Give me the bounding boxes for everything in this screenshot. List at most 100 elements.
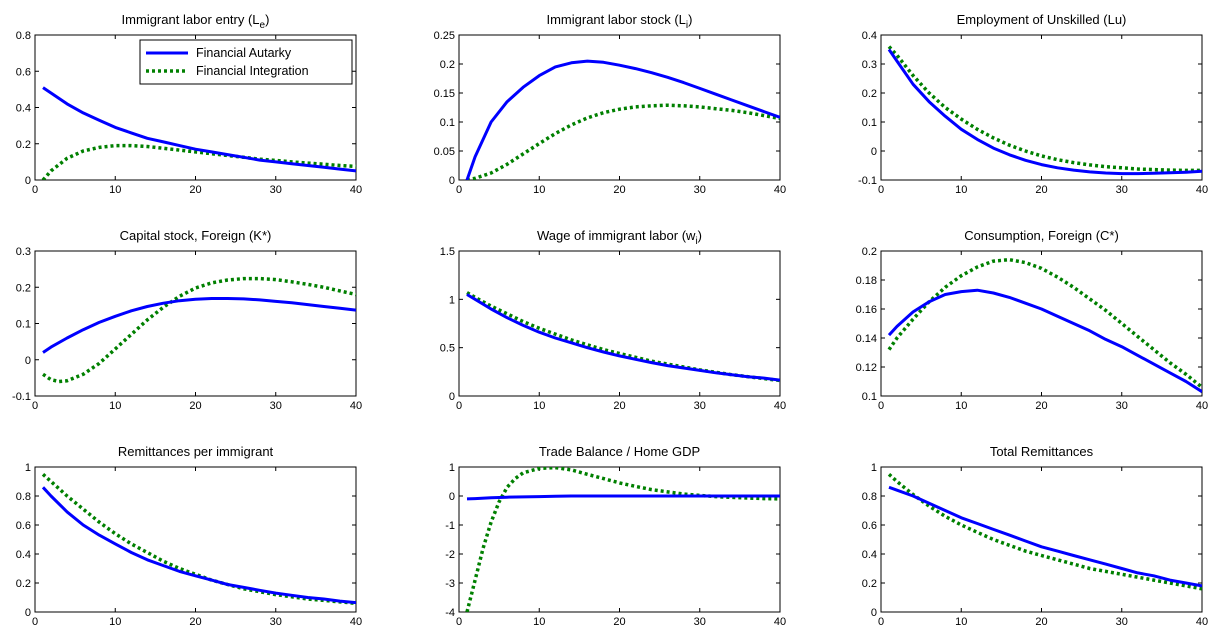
y-tick-label: 0.15 [434, 88, 455, 100]
axes-box [881, 251, 1202, 396]
y-tick-label: 0.2 [440, 59, 455, 71]
x-tick-label: 0 [878, 616, 884, 628]
y-tick-label: 1 [871, 462, 877, 474]
x-tick-label: 0 [32, 184, 38, 196]
x-tick-label: 30 [694, 184, 706, 196]
x-tick-label: 30 [270, 400, 282, 412]
y-tick-label: 0.2 [862, 246, 877, 258]
x-tick-label: 30 [1116, 184, 1128, 196]
panel-title: Immigrant labor entry (Le) [122, 12, 270, 31]
panel-title: Wage of immigrant labor (wi) [537, 228, 702, 247]
y-tick-label: 0.8 [16, 491, 31, 503]
y-tick-label: -1 [445, 520, 455, 532]
x-tick-label: 20 [613, 400, 625, 412]
x-tick-label: 40 [1196, 184, 1208, 196]
y-tick-label: 1 [449, 294, 455, 306]
x-tick-label: 30 [694, 616, 706, 628]
y-tick-label: 0.4 [862, 30, 877, 42]
x-tick-label: 0 [32, 616, 38, 628]
axes-box [459, 467, 780, 612]
x-tick-label: 0 [456, 400, 462, 412]
x-tick-label: 0 [32, 400, 38, 412]
y-tick-label: 0.6 [16, 520, 31, 532]
panel-title: Employment of Unskilled (Lu) [957, 12, 1127, 27]
y-tick-label: 0 [25, 355, 31, 367]
x-tick-label: 10 [109, 184, 121, 196]
y-tick-label: 0.12 [856, 362, 877, 374]
x-tick-label: 40 [1196, 400, 1208, 412]
panel-title: Total Remittances [990, 444, 1094, 459]
x-tick-label: 40 [774, 184, 786, 196]
y-tick-label: 0.1 [440, 117, 455, 129]
x-tick-label: 20 [1035, 184, 1047, 196]
y-tick-label: 0 [871, 607, 877, 619]
y-tick-label: 0.3 [862, 59, 877, 71]
y-tick-label: 0 [449, 491, 455, 503]
x-tick-label: 30 [1116, 616, 1128, 628]
y-tick-label: 0.6 [862, 520, 877, 532]
legend-label: Financial Autarky [196, 46, 292, 60]
x-tick-label: 20 [1035, 616, 1047, 628]
y-tick-label: 0.4 [16, 103, 31, 115]
x-tick-label: 20 [1035, 400, 1047, 412]
y-tick-label: 1 [449, 462, 455, 474]
y-tick-label: -0.1 [858, 175, 877, 187]
y-tick-label: 0.1 [862, 117, 877, 129]
x-tick-label: 0 [878, 184, 884, 196]
axes-box [881, 467, 1202, 612]
y-tick-label: 0.4 [862, 549, 877, 561]
y-tick-label: 0.16 [856, 304, 877, 316]
panel-title: Capital stock, Foreign (K*) [120, 228, 272, 243]
subplot-1: 0 10 20 30 40 0 0.2 0.4 0.6 0.8 Immigrant labor en… [16, 12, 362, 196]
x-tick-label: 10 [109, 616, 121, 628]
y-tick-label: 0 [871, 146, 877, 158]
y-tick-label: 0.2 [862, 88, 877, 100]
y-tick-label: 0.2 [16, 578, 31, 590]
x-tick-label: 20 [189, 184, 201, 196]
x-tick-label: 20 [189, 616, 201, 628]
x-tick-label: 10 [955, 616, 967, 628]
subplot-5: 0 10 20 30 40 0 0.5 1 1.5 Wage of immigrant labor… [440, 228, 786, 412]
x-tick-label: 0 [456, 184, 462, 196]
y-tick-label: 0.8 [16, 30, 31, 42]
subplot-7: 0 10 20 30 40 0 0.2 0.4 0.6 0.8 1 Remittances per i… [16, 444, 362, 628]
y-tick-label: 1.5 [440, 246, 455, 258]
x-tick-label: 10 [955, 184, 967, 196]
y-tick-label: 0.1 [16, 319, 31, 331]
y-tick-label: 0.18 [856, 275, 877, 287]
y-tick-label: 0.8 [862, 491, 877, 503]
x-tick-label: 0 [456, 616, 462, 628]
subplot-6: 0 10 20 30 40 0.1 0.12 0.14 0.16 0.18 0.2 Consumpti… [856, 228, 1209, 412]
x-tick-label: 30 [694, 400, 706, 412]
subplot-2: 0 10 20 30 40 0 0.05 0.1 0.15 0.2 0.25 Immigrant la… [434, 12, 787, 196]
x-tick-label: 40 [774, 616, 786, 628]
x-tick-label: 40 [350, 184, 362, 196]
x-tick-label: 30 [270, 184, 282, 196]
x-tick-label: 0 [878, 400, 884, 412]
x-tick-label: 40 [774, 400, 786, 412]
y-tick-label: -0.1 [12, 391, 31, 403]
x-tick-label: 20 [613, 616, 625, 628]
subplot-3: 0 10 20 30 40-0.100.10.20.30.4Employment of … [858, 12, 1208, 196]
x-tick-label: 40 [350, 400, 362, 412]
x-tick-label: 30 [270, 616, 282, 628]
axes-box [35, 467, 356, 612]
y-tick-label: -4 [445, 607, 455, 619]
y-tick-label: 0.2 [16, 139, 31, 151]
subplot-8: 0 10 20 30 40 -4 -3 -2 -1 0 1 Trade Balance / Home … [445, 444, 786, 628]
y-tick-label: 0.25 [434, 30, 455, 42]
legend: Financial Autarky Financial Integration [140, 40, 352, 84]
x-tick-label: 40 [1196, 616, 1208, 628]
y-tick-label: 0.2 [862, 578, 877, 590]
x-tick-label: 20 [189, 400, 201, 412]
x-tick-label: 10 [533, 184, 545, 196]
y-tick-label: 0.5 [440, 343, 455, 355]
legend-label: Financial Integration [196, 64, 309, 78]
x-tick-label: 10 [109, 400, 121, 412]
y-tick-label: 0 [449, 391, 455, 403]
y-tick-label: 0.14 [856, 333, 877, 345]
y-tick-label: 1 [25, 462, 31, 474]
y-tick-label: 0.05 [434, 146, 455, 158]
